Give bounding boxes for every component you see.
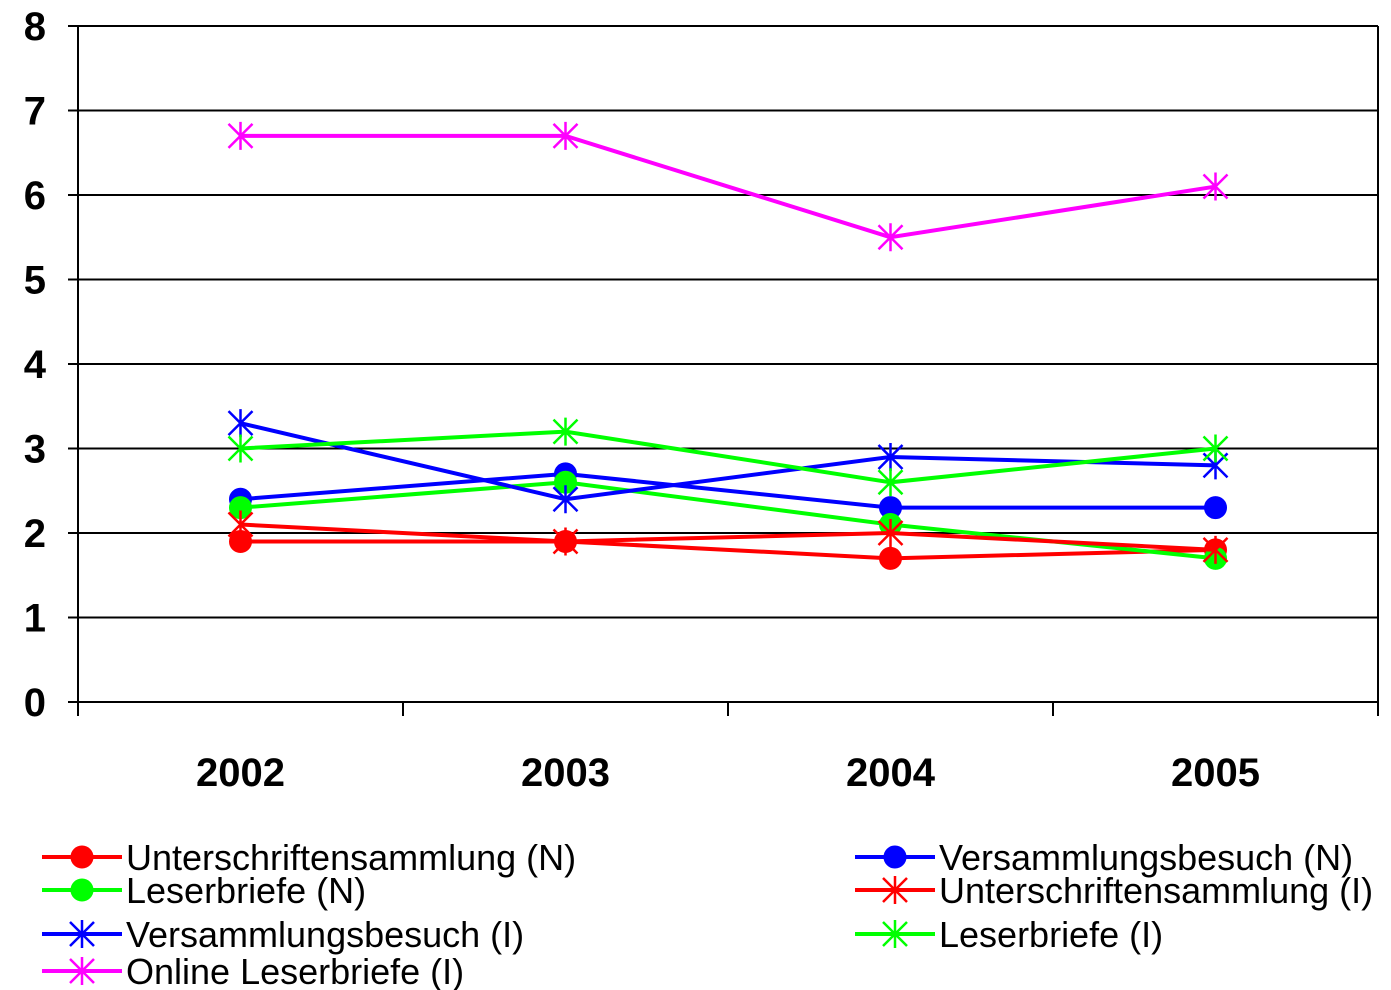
y-tick-label: 5 — [24, 259, 46, 303]
data-point — [227, 510, 254, 539]
legend-item-5: Leserbriefe (I) — [855, 914, 1163, 955]
legend-marker — [882, 876, 908, 904]
data-point — [877, 442, 904, 471]
data-point — [879, 546, 902, 570]
data-point — [877, 519, 904, 547]
legend-marker — [882, 920, 908, 948]
y-tick-labels: 0 1 2 3 4 5 6 7 8 — [24, 5, 47, 725]
x-tick-label: 2002 — [196, 751, 285, 795]
legend-item-3: Unterschriftensammlung (I) — [855, 870, 1373, 911]
data-point — [877, 223, 904, 252]
legend-label: Versammlungsbesuch (I) — [126, 914, 524, 955]
data-point — [552, 417, 579, 446]
series-line — [240, 421, 1216, 502]
series-line — [240, 480, 1216, 561]
legend-marker — [69, 957, 95, 985]
series-line — [240, 471, 1216, 510]
data-point — [1202, 434, 1229, 463]
legend-item-1: Versammlungsbesuch (N) — [855, 837, 1353, 878]
legend-marker — [70, 878, 94, 902]
y-tick-label: 0 — [24, 681, 46, 725]
data-point — [552, 485, 579, 514]
series-line — [240, 522, 1216, 552]
x-tick-labels: 2002 2003 2004 2005 — [196, 751, 1260, 795]
legend-label: Online Leserbriefe (I) — [126, 951, 464, 990]
legend-item-0: Unterschriftensammlung (N) — [42, 837, 576, 878]
y-tick-label: 7 — [24, 90, 46, 134]
legend-item-6: Online Leserbriefe (I) — [42, 951, 464, 990]
data-point — [1202, 172, 1229, 201]
series-line — [240, 539, 1216, 561]
series-1 — [229, 462, 1227, 520]
series-6 — [227, 121, 1229, 252]
legend-label: Versammlungsbesuch (N) — [939, 837, 1353, 878]
y-tick-label: 3 — [24, 428, 46, 472]
legend-marker — [883, 845, 907, 869]
gridlines — [78, 25, 1378, 703]
legend-marker — [70, 845, 94, 869]
legend-label: Leserbriefe (I) — [939, 914, 1163, 955]
data-point — [227, 121, 254, 150]
y-tick-label: 1 — [24, 597, 46, 641]
data-point — [552, 527, 579, 556]
axes — [68, 25, 1379, 716]
y-tick-label: 6 — [24, 174, 46, 218]
series-line — [240, 429, 1216, 485]
legend-item-2: Leserbriefe (N) — [42, 870, 366, 911]
data-point — [877, 468, 904, 497]
legend-label: Unterschriftensammlung (N) — [126, 837, 576, 878]
legend-label: Unterschriftensammlung (I) — [939, 870, 1373, 911]
legend-marker — [69, 920, 95, 948]
data-point — [227, 409, 254, 438]
y-tick-label: 4 — [24, 343, 47, 387]
legend: Unterschriftensammlung (N) Versammlungsbe… — [42, 837, 1373, 990]
data-point — [552, 121, 579, 150]
y-tick-label: 2 — [24, 512, 46, 556]
x-tick-label: 2004 — [846, 751, 936, 795]
data-point — [227, 434, 254, 463]
series-3 — [227, 510, 1229, 564]
x-tick-label: 2003 — [521, 751, 610, 795]
legend-label: Leserbriefe (N) — [126, 870, 366, 911]
data-point — [1202, 535, 1229, 564]
data-point — [1204, 496, 1227, 520]
x-tick-label: 2005 — [1171, 751, 1260, 795]
legend-item-4: Versammlungsbesuch (I) — [42, 914, 524, 955]
series-5 — [227, 417, 1229, 497]
series-line — [240, 133, 1216, 240]
y-tick-label: 8 — [24, 5, 46, 49]
series-layer — [227, 121, 1229, 570]
